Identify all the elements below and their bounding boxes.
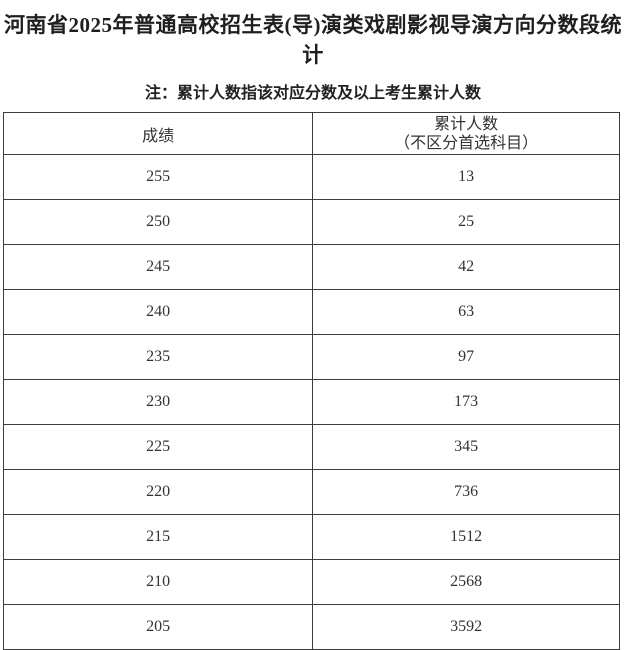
count-column-header: 累计人数 （不区分首选科目） [312, 112, 620, 155]
count-cell: 2568 [312, 559, 620, 605]
score-table-body: 255 13 250 25 245 42 240 63 235 97 230 173 225 345 220… [2, 154, 620, 650]
count-cell: 736 [312, 469, 620, 515]
score-cell: 205 [2, 604, 314, 650]
count-cell: 25 [312, 199, 620, 245]
table-row: 245 42 [2, 244, 620, 290]
score-cell: 215 [2, 514, 314, 560]
table-row: 205 3592 [2, 604, 620, 650]
table-row: 255 13 [2, 154, 620, 200]
document-page: 河南省2025年普通高校招生表(导)演类戏剧影视导演方向分数段统计 注：累计人数… [2, 13, 622, 650]
count-cell: 13 [312, 154, 620, 200]
count-header-line1: 累计人数 [434, 115, 499, 133]
table-row: 220 736 [2, 469, 620, 515]
count-cell: 97 [312, 334, 620, 380]
table-row: 250 25 [2, 199, 620, 245]
table-row: 225 345 [2, 424, 620, 470]
score-cell: 250 [2, 199, 314, 245]
score-column-header: 成绩 [2, 112, 314, 155]
score-cell: 230 [2, 379, 314, 425]
count-cell: 3592 [312, 604, 620, 650]
page-title: 河南省2025年普通高校招生表(导)演类戏剧影视导演方向分数段统计 [4, 13, 622, 67]
count-cell: 63 [312, 289, 620, 335]
count-cell: 173 [312, 379, 620, 425]
score-cell: 235 [2, 334, 314, 380]
score-cell: 210 [2, 559, 314, 605]
score-cell: 240 [2, 289, 314, 335]
count-cell: 1512 [312, 514, 620, 560]
note-text: 注：累计人数指该对应分数及以上考生累计人数 [144, 85, 481, 102]
count-cell: 345 [312, 424, 620, 470]
count-header-line2: （不区分首选科目） [394, 134, 539, 152]
score-cell: 255 [2, 154, 314, 200]
table-row: 215 1512 [2, 514, 620, 560]
count-cell: 42 [312, 244, 620, 290]
table-row: 210 2568 [2, 559, 620, 605]
table-row: 230 173 [2, 379, 620, 425]
score-cell: 220 [2, 469, 314, 515]
score-cell: 225 [2, 424, 314, 470]
table-row: 240 63 [2, 289, 620, 335]
score-table: 成绩 累计人数 （不区分首选科目） 255 13 250 25 245 42 240 63 23… [2, 112, 620, 650]
header-row: 成绩 累计人数 （不区分首选科目） [2, 112, 620, 155]
score-cell: 245 [2, 244, 314, 290]
table-row: 235 97 [2, 334, 620, 380]
